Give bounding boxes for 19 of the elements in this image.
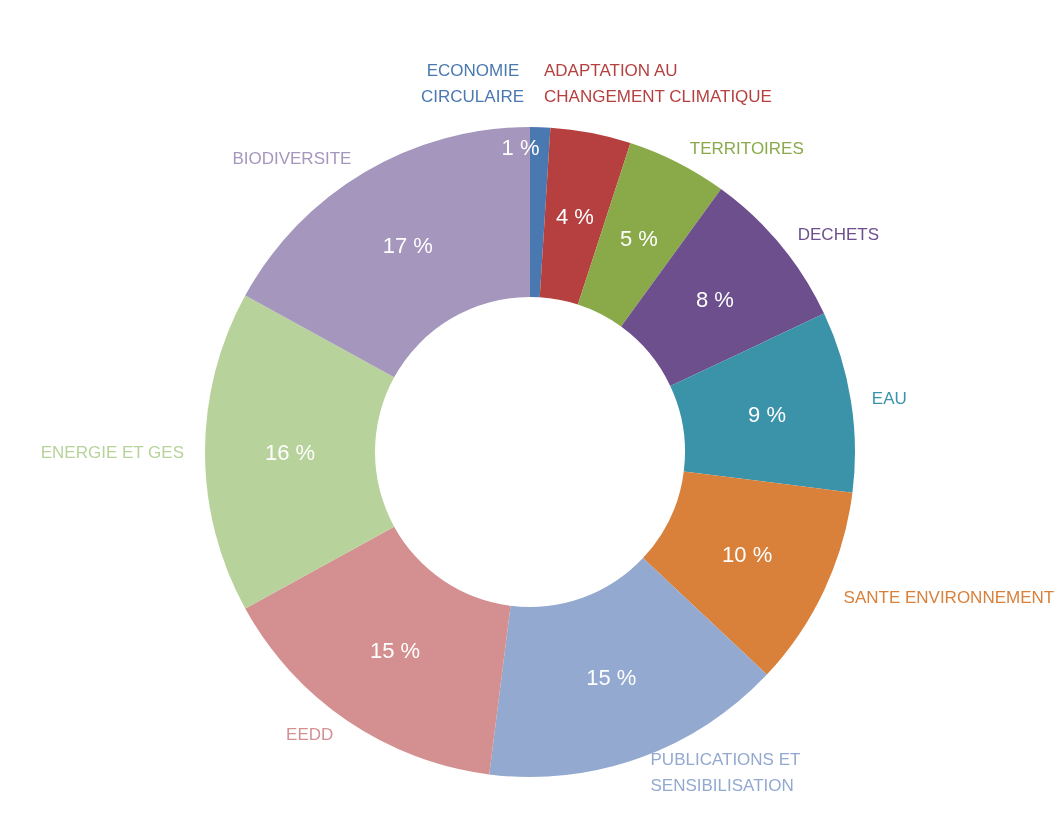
slice-label: PUBLICATIONS ET SENSIBILISATION xyxy=(650,750,805,796)
data-label: 5 % xyxy=(620,225,658,251)
slice-label: BIODIVERSITE xyxy=(232,148,352,168)
data-label: 4 % xyxy=(556,203,594,229)
data-label: 9 % xyxy=(748,401,787,427)
slice-label: SANTE ENVIRONNEMENT xyxy=(843,587,1055,607)
data-label: 10 % xyxy=(722,541,773,567)
slice-label: EAU xyxy=(871,389,907,409)
data-label: 17 % xyxy=(382,232,433,258)
slice-label: ENERGIE ET GES xyxy=(40,442,184,462)
data-label: 16 % xyxy=(264,439,316,465)
slice-label: ECONOMIE CIRCULAIRE xyxy=(421,60,524,106)
slice-label: EEDD xyxy=(286,724,334,744)
slice-label: ADAPTATION AU CHANGEMENT CLIMATIQUE xyxy=(544,60,772,106)
data-label: 8 % xyxy=(695,286,734,312)
data-label: 15 % xyxy=(370,638,421,663)
data-label: 15 % xyxy=(586,665,637,691)
slice-label: TERRITOIRES xyxy=(689,138,804,158)
slice-label: DECHETS xyxy=(797,225,879,245)
